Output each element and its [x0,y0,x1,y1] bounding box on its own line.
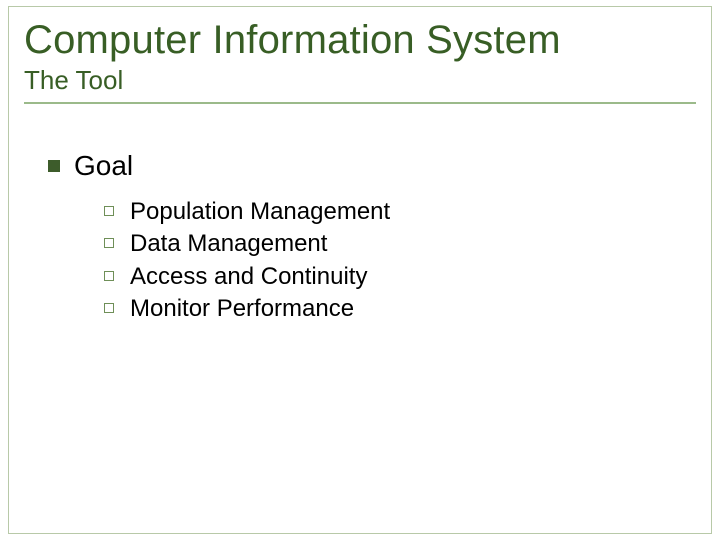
hollow-square-icon [104,238,114,248]
slide: Computer Information System The Tool Goa… [0,0,720,540]
bullet-level2: Monitor Performance [104,293,672,325]
title-block: Computer Information System The Tool [24,18,696,104]
bullet-level2: Population Management [104,196,672,228]
slide-subtitle: The Tool [24,65,696,102]
hollow-square-icon [104,206,114,216]
bullet-level1-label: Goal [74,150,133,182]
bullet-level2-label: Monitor Performance [130,293,354,325]
hollow-square-icon [104,271,114,281]
bullet-level2-list: Population Management Data Management Ac… [104,196,672,326]
bullet-level2-label: Population Management [130,196,390,228]
bullet-level2-label: Data Management [130,228,327,260]
hollow-square-icon [104,303,114,313]
bullet-level1: Goal [48,150,672,182]
slide-title: Computer Information System [24,18,696,63]
filled-square-icon [48,160,60,172]
bullet-level2: Access and Continuity [104,261,672,293]
slide-body: Goal Population Management Data Manageme… [48,150,672,326]
bullet-level2-label: Access and Continuity [130,261,367,293]
title-underline [24,102,696,104]
bullet-level2: Data Management [104,228,672,260]
